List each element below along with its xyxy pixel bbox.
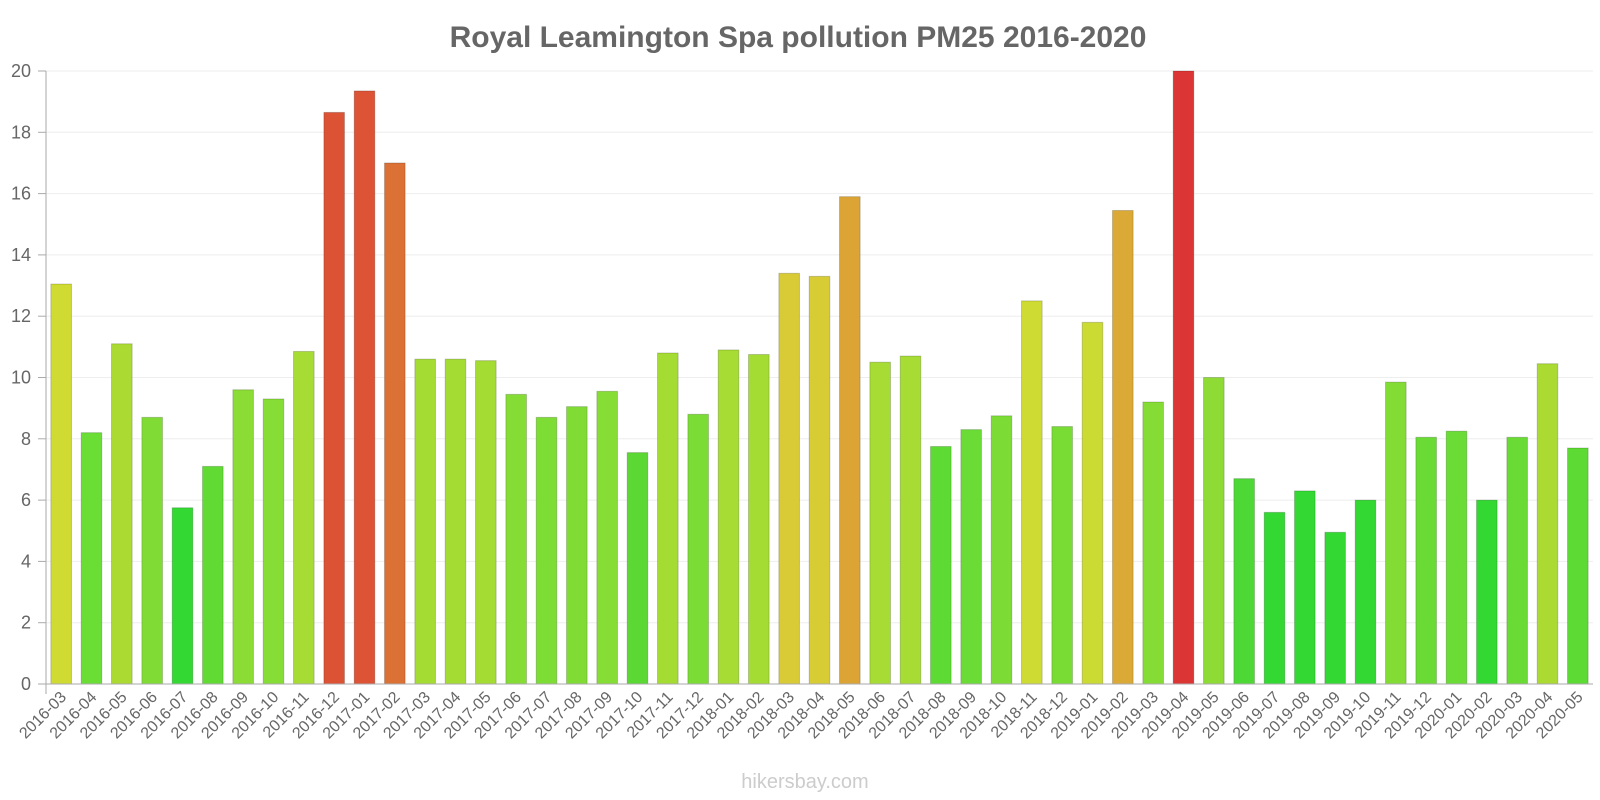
- bar-2019-05: [1203, 377, 1225, 685]
- bar-2017-08: [566, 406, 588, 685]
- x-axis-ticks: 2016-032016-042016-052016-062016-072016-…: [16, 689, 1586, 743]
- axes: [38, 70, 1593, 694]
- bar-2019-12: [1415, 436, 1437, 685]
- y-tick-label: 18: [11, 122, 31, 142]
- bar-2020-03: [1506, 436, 1528, 685]
- bar-2018-11: [1021, 300, 1043, 685]
- bar-2019-06: [1233, 478, 1255, 685]
- bar-2018-08: [930, 445, 952, 685]
- bar-2016-12: [323, 111, 345, 685]
- bar-2018-01: [717, 349, 740, 685]
- chart-title: Royal Leamington Spa pollution PM25 2016…: [450, 21, 1147, 54]
- bar-2018-04: [808, 275, 831, 685]
- bar-2019-04: [1172, 70, 1195, 685]
- bar-2017-10: [626, 452, 649, 685]
- bar-2016-04: [80, 432, 103, 685]
- watermark: hikersbay.com: [741, 771, 868, 793]
- bar-2016-07: [171, 507, 194, 685]
- bar-2019-09: [1324, 531, 1346, 685]
- y-tick-label: 14: [11, 245, 31, 265]
- bar-2019-10: [1354, 499, 1377, 685]
- bar-2020-01: [1445, 430, 1468, 685]
- bar-2017-04: [444, 358, 467, 685]
- bar-2017-03: [414, 358, 436, 685]
- bar-2017-02: [384, 162, 406, 685]
- bar-2018-10: [990, 415, 1013, 685]
- bar-2017-05: [475, 360, 497, 685]
- y-axis-ticks: 0 2 4 6 8 10 12 14 16 18 20: [11, 61, 31, 694]
- bar-2019-01: [1081, 321, 1104, 685]
- y-tick-label: 16: [11, 184, 31, 204]
- bar-2019-03: [1142, 401, 1164, 685]
- bars: [50, 70, 1589, 685]
- y-tick-label: 4: [21, 551, 31, 571]
- bar-2019-08: [1294, 490, 1316, 685]
- y-tick-label: 8: [21, 429, 31, 449]
- bar-2018-02: [748, 354, 770, 685]
- bar-2018-06: [869, 361, 891, 685]
- bar-2019-11: [1385, 381, 1407, 685]
- bar-2019-07: [1263, 511, 1286, 685]
- bar-2016-06: [141, 416, 163, 685]
- bar-2017-12: [687, 413, 709, 685]
- bar-2016-10: [262, 398, 285, 685]
- bar-2016-08: [202, 465, 224, 685]
- bar-2016-09: [232, 389, 254, 685]
- y-tick-label: 20: [11, 61, 31, 81]
- y-tick-label: 10: [11, 368, 31, 388]
- bar-2017-11: [657, 352, 679, 685]
- bar-2017-06: [505, 393, 527, 685]
- bar-2018-05: [839, 196, 861, 685]
- bar-2016-11: [293, 350, 315, 685]
- bar-2019-02: [1112, 209, 1134, 685]
- y-tick-label: 6: [21, 490, 31, 510]
- y-tick-label: 2: [21, 613, 31, 633]
- bar-2016-03: [50, 283, 72, 685]
- y-tick-label: 0: [21, 674, 31, 694]
- bar-2020-05: [1567, 447, 1589, 685]
- bar-2016-05: [111, 343, 133, 685]
- bar-2017-09: [596, 390, 618, 685]
- bar-2018-12: [1051, 426, 1073, 685]
- bar-2018-09: [960, 429, 982, 685]
- bar-2018-07: [899, 355, 922, 685]
- bar-2020-04: [1536, 363, 1559, 685]
- bar-2017-01: [353, 90, 376, 685]
- y-tick-label: 12: [11, 306, 31, 326]
- bar-2020-02: [1476, 499, 1498, 685]
- bar-2018-03: [778, 272, 800, 685]
- bar-2017-07: [535, 416, 558, 685]
